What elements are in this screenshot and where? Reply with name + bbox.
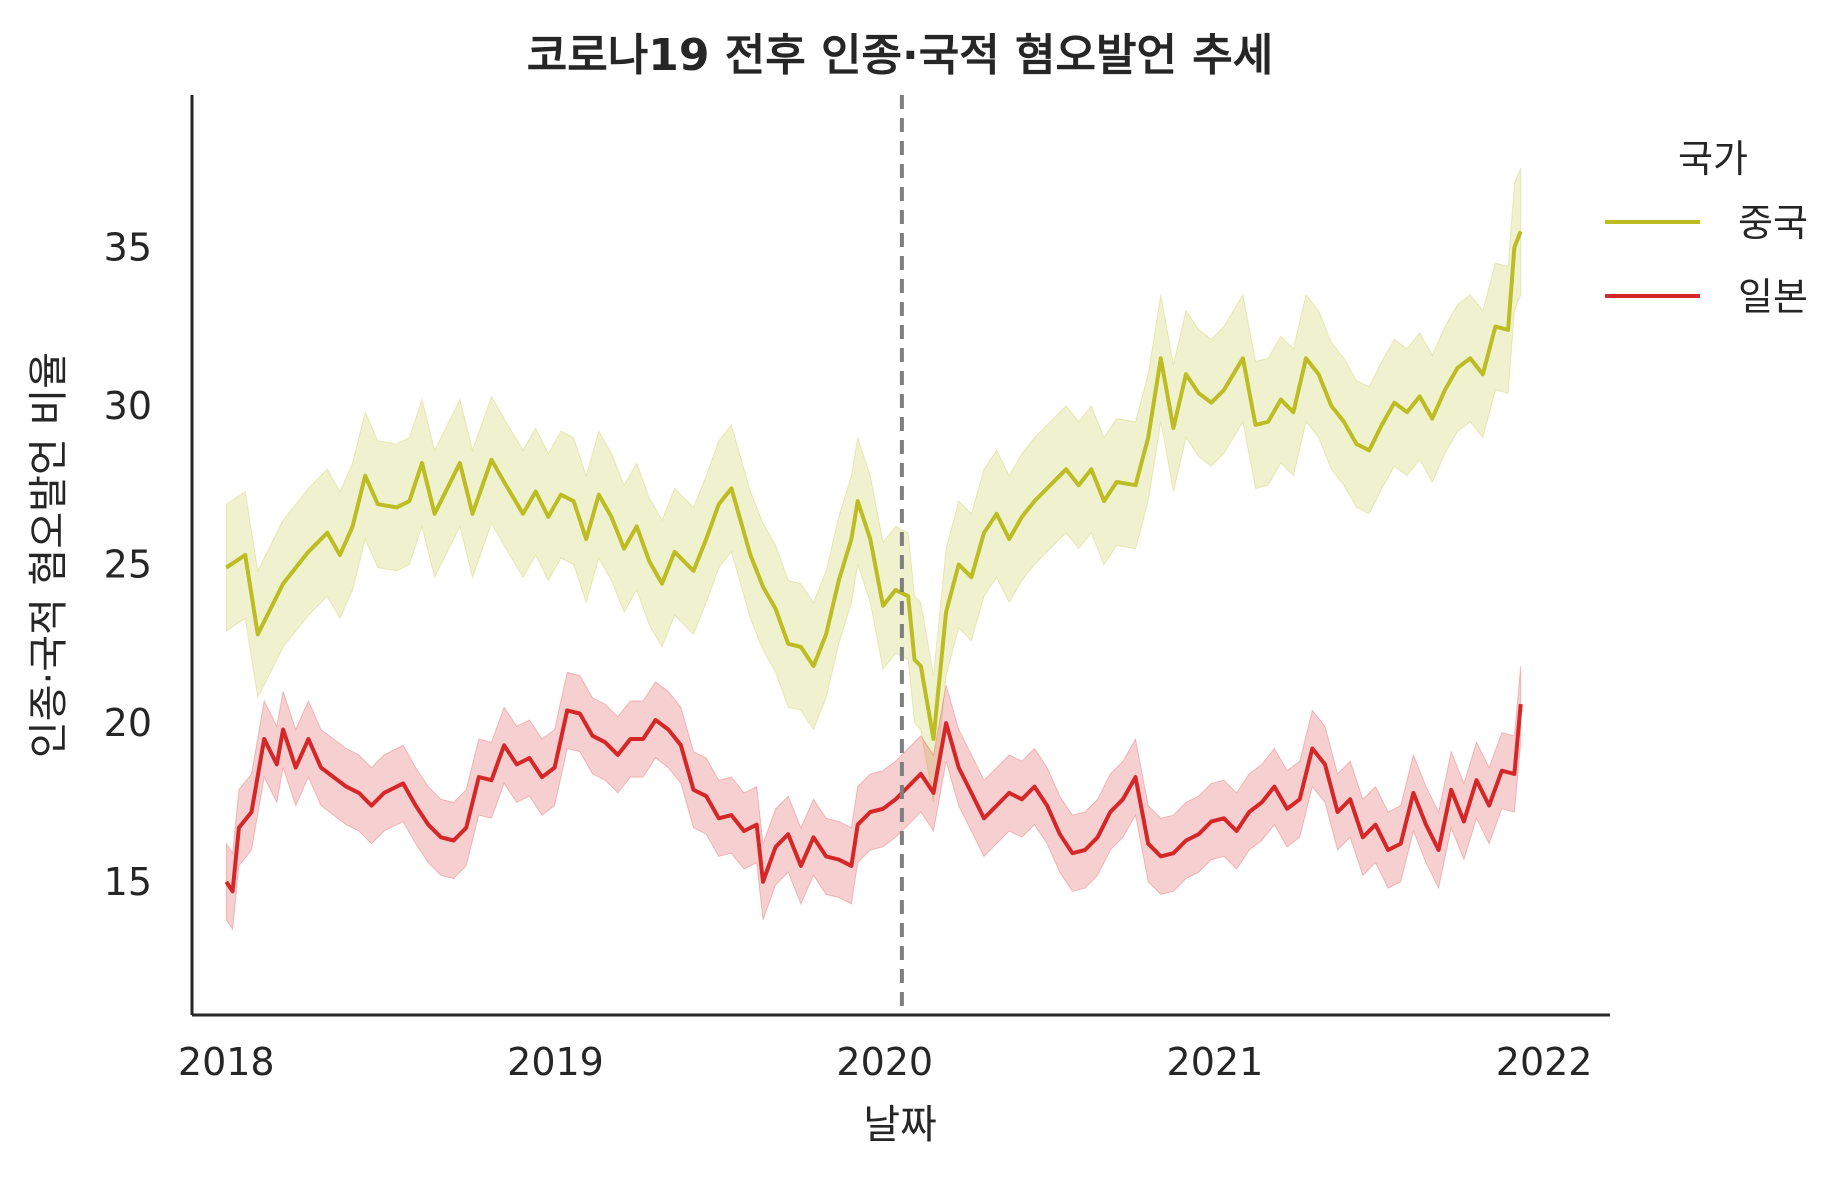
x-tick-label: 2021 [1167, 1040, 1264, 1084]
confidence-band-china [225, 167, 1522, 803]
legend: 국가 중국 일본 [1605, 137, 1808, 319]
x-tick-label: 2019 [507, 1040, 604, 1084]
y-tick-label: 20 [104, 701, 152, 745]
x-tick-label: 2020 [836, 1040, 933, 1084]
chart-title: 코로나19 전후 인종·국적 혐오발언 추세 [527, 30, 1273, 81]
y-tick-labels: 15 20 25 30 35 [104, 225, 152, 903]
y-axis-label: 인종·국적 혐오발언 비율 [26, 352, 72, 758]
series-line-japan [224, 703, 1523, 894]
confidence-bands [225, 167, 1522, 931]
y-tick-label: 25 [104, 543, 152, 587]
series-line-china [225, 230, 1523, 741]
confidence-band-japan [225, 665, 1522, 931]
y-tick-label: 30 [104, 384, 152, 428]
series-lines [224, 230, 1523, 894]
x-tick-label: 2022 [1496, 1040, 1593, 1084]
x-axis-label: 날짜 [863, 1102, 937, 1148]
legend-label-japan: 일본 [1738, 275, 1808, 319]
y-tick-label: 15 [104, 860, 152, 904]
y-tick-label: 35 [104, 225, 152, 269]
legend-label-china: 중국 [1738, 201, 1808, 245]
axes [190, 95, 1610, 1017]
legend-title: 국가 [1678, 137, 1748, 181]
x-tick-labels: 2018 2019 2020 2021 2022 [178, 1040, 1593, 1084]
x-tick-label: 2018 [178, 1040, 275, 1084]
